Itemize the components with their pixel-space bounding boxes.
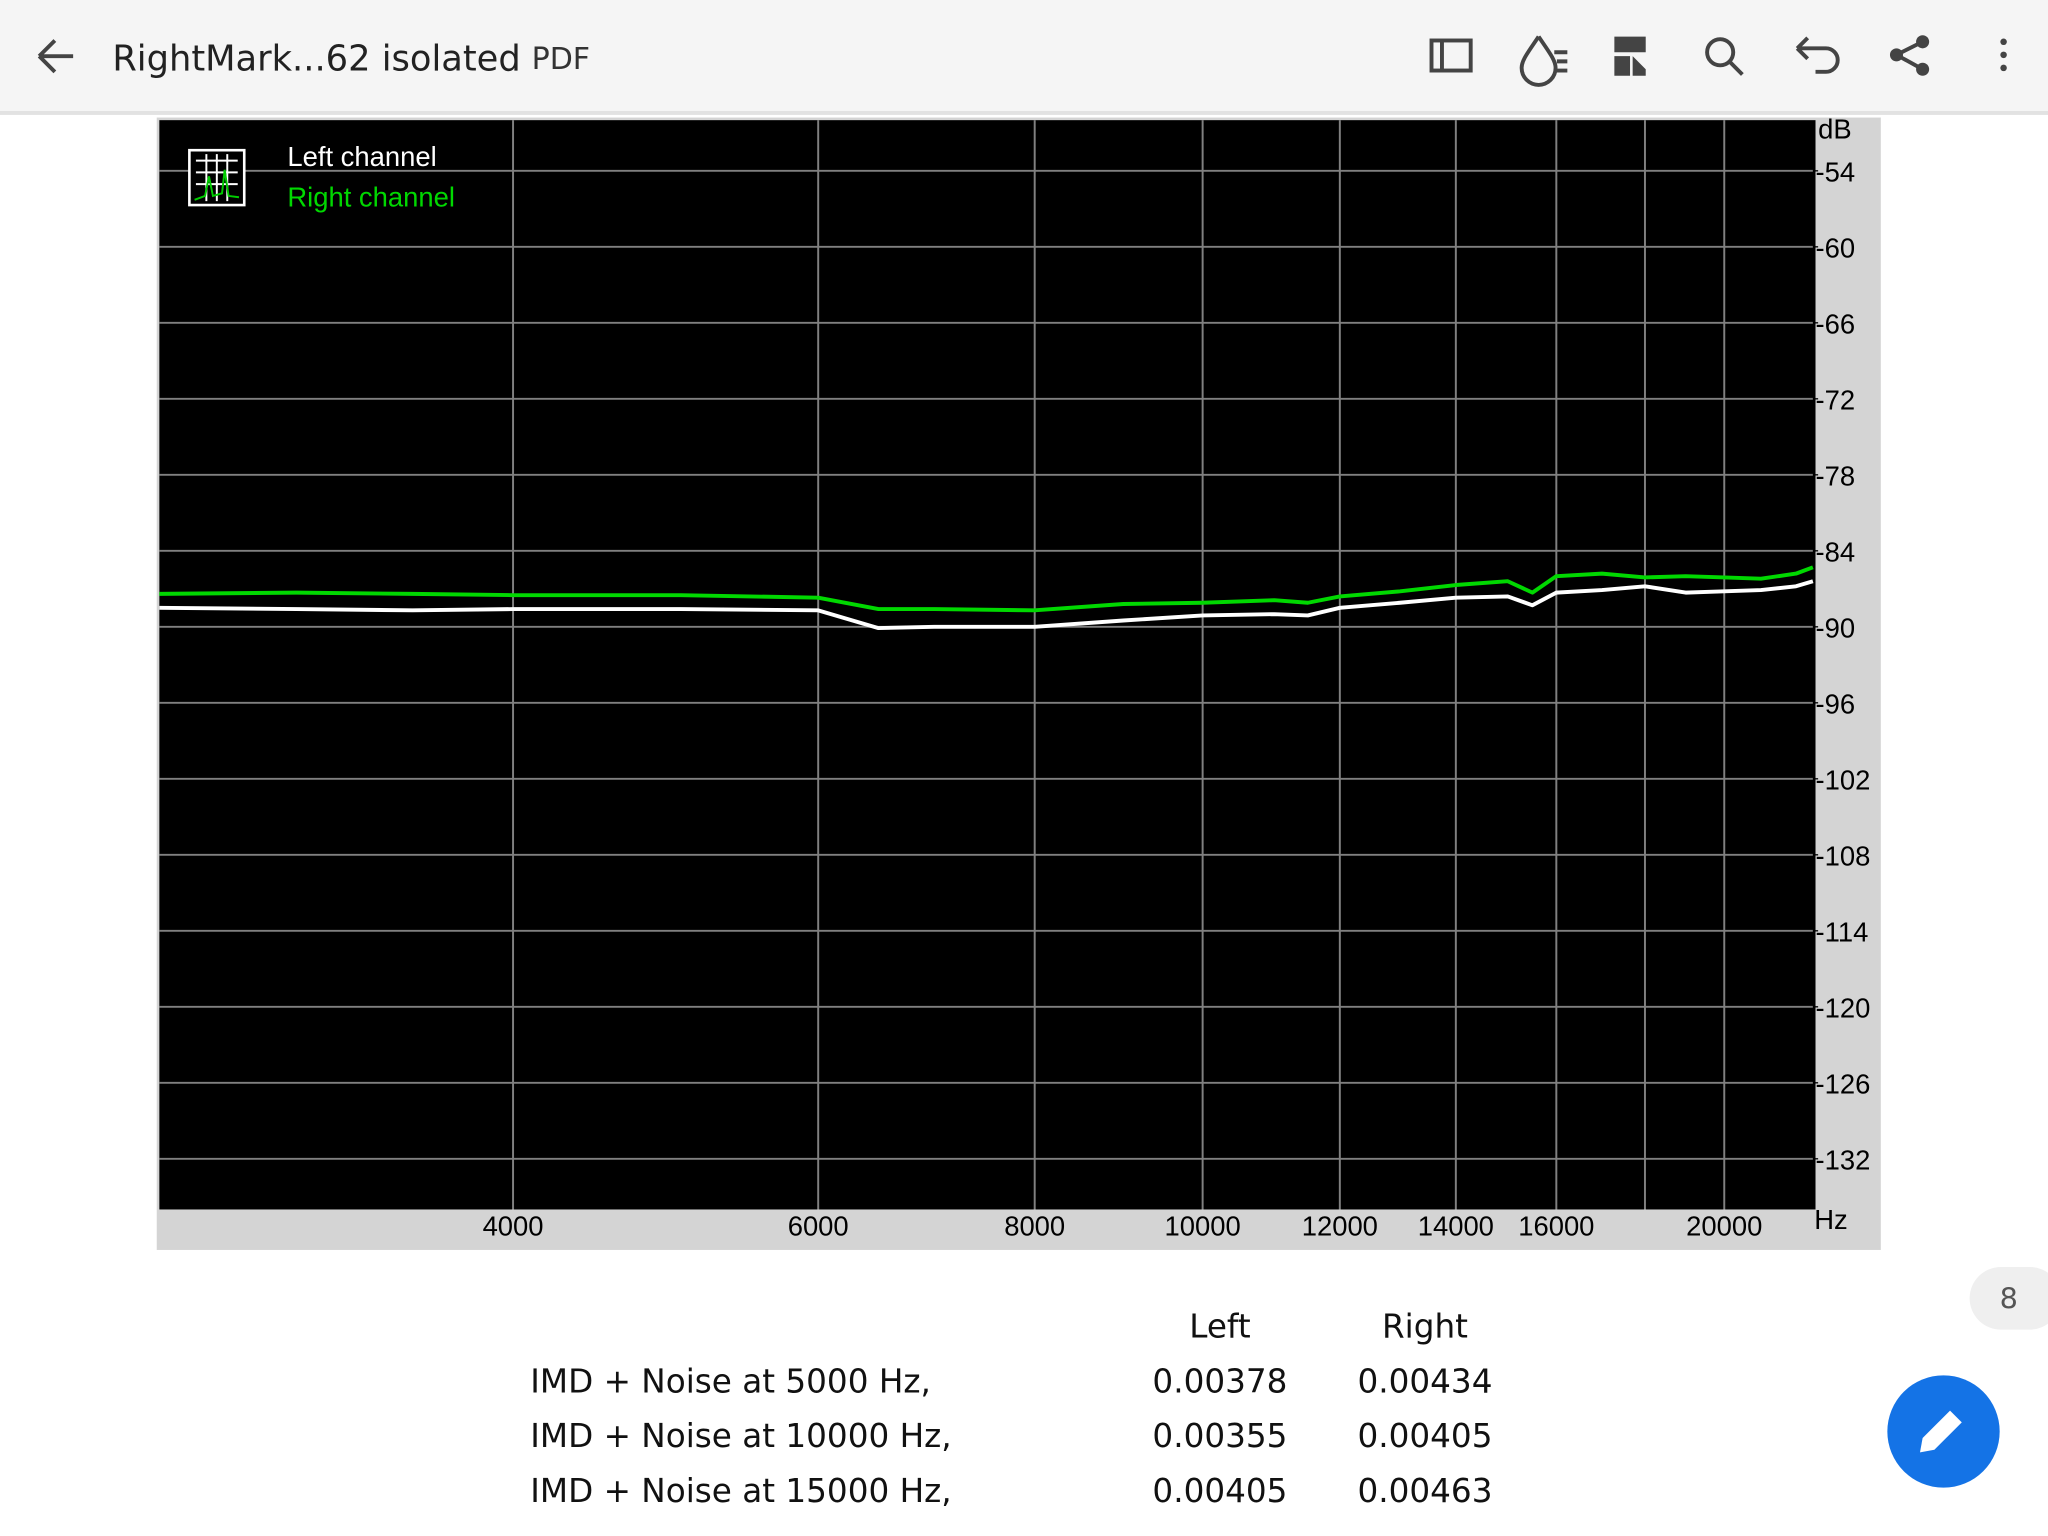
back-button[interactable] [37,39,74,74]
x-axis-label: Hz [1814,1204,1848,1235]
y-tick-label: -132 [1816,1144,1871,1175]
y-tick-label: -102 [1816,764,1871,795]
y-tick-label: -120 [1816,992,1871,1023]
x-tick-label: 20000 [1686,1211,1762,1242]
table-cell: 0.00355 [1152,1417,1287,1455]
y-tick-label: -78 [1816,460,1856,491]
y-tick-label: -96 [1816,688,1856,719]
share-button[interactable] [1889,35,1930,76]
table-cell: 0.00434 [1357,1362,1492,1400]
chart: dB Hz -54 -60 -66 -72 -78 -84 -90 -96 -102 -108 -1… [156,113,1881,1250]
table-cell: 0.00463 [1357,1472,1492,1510]
undo-button[interactable] [1795,36,1840,74]
y-tick-label: -114 [1816,916,1869,947]
y-tick-label: -90 [1816,612,1856,643]
document-title: RightMark...62 isolated [112,39,520,80]
table-header: Left [1189,1307,1251,1345]
view-mode-button[interactable] [1429,38,1473,73]
y-tick-label: -72 [1816,384,1856,415]
y-tick-label: -60 [1816,232,1856,263]
liquid-mode-button[interactable] [1519,35,1568,87]
legend-entry: Left channel [287,141,436,172]
legend-entry: Right channel [287,181,455,212]
row-label: IMD + Noise at 10000 Hz, [530,1417,951,1455]
x-tick-label: 16000 [1518,1211,1594,1242]
comment-button[interactable] [1614,36,1646,76]
page-indicator [1969,1266,2048,1330]
x-tick-label: 10000 [1165,1211,1241,1242]
y-axis-label: dB [1818,113,1852,144]
x-tick-label: 14000 [1418,1211,1494,1242]
y-tick-label: -108 [1816,840,1871,871]
y-tick-label: -54 [1816,156,1856,187]
toolbar-shadow [0,111,2048,115]
x-tick-label: 12000 [1302,1211,1378,1242]
plot-area [159,120,1816,1210]
table-cell: 0.00405 [1357,1417,1492,1455]
y-tick-label: -66 [1816,308,1856,339]
series-line [159,579,1814,631]
legend-icon [188,148,246,207]
more-button[interactable] [2000,38,2007,72]
page-number: 8 [2000,1282,2018,1316]
plot [159,120,1814,1210]
edit-fab[interactable] [1887,1375,2000,1488]
row-label: IMD + Noise at 15000 Hz, [530,1472,951,1510]
x-tick-label: 4000 [483,1211,544,1242]
x-tick-label: 8000 [1004,1211,1065,1242]
table-header: Right [1382,1307,1468,1345]
table-cell: 0.00378 [1152,1362,1287,1400]
y-tick-label: -84 [1816,536,1856,567]
series-line [159,565,1814,613]
file-type: PDF [532,42,591,77]
row-label: IMD + Noise at 5000 Hz, [530,1362,931,1400]
search-button[interactable] [1705,37,1744,76]
x-tick-label: 6000 [788,1211,849,1242]
table-cell: 0.00405 [1152,1472,1287,1510]
y-tick-label: -126 [1816,1068,1871,1099]
